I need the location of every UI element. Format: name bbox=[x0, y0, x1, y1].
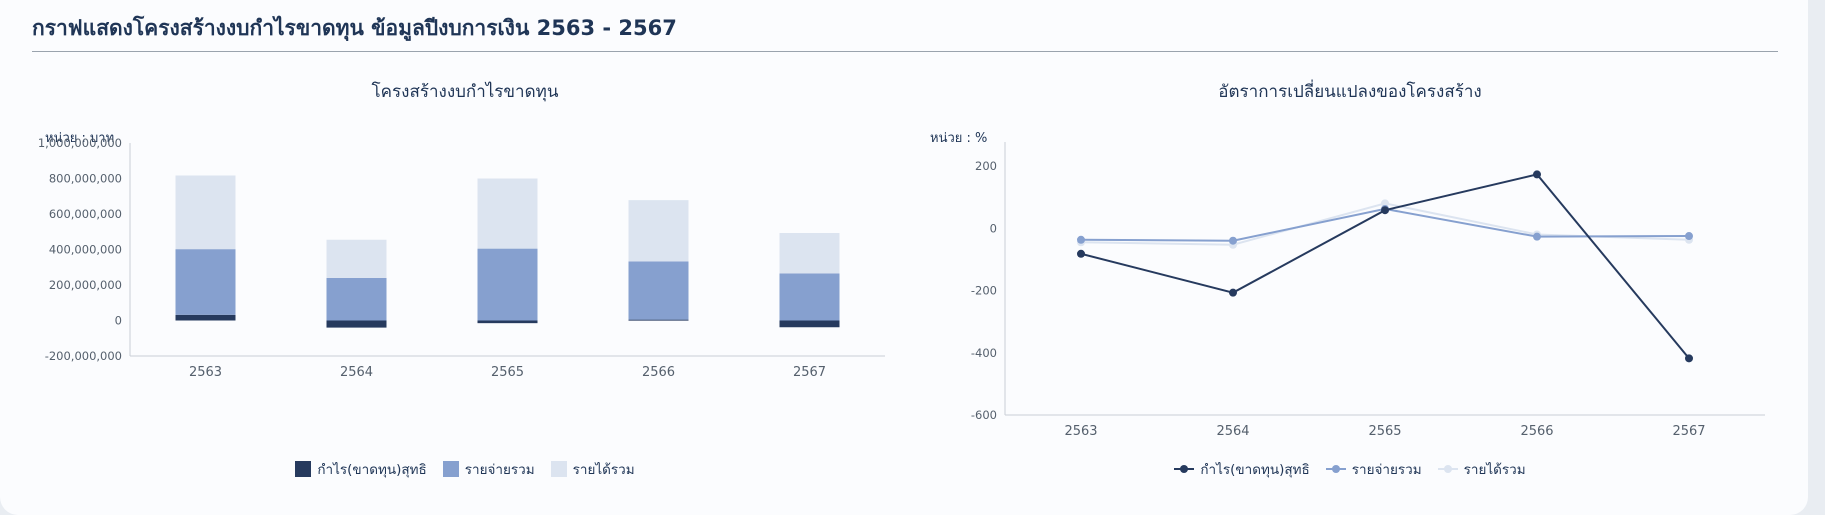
x-tick-label: 2566 bbox=[1520, 424, 1553, 439]
bar-segment bbox=[477, 248, 538, 321]
y-tick-label: 0 bbox=[990, 221, 997, 235]
y-tick-label: -600 bbox=[971, 408, 997, 422]
x-tick-label: 2564 bbox=[340, 365, 373, 380]
legend-line-marker bbox=[1437, 463, 1458, 475]
x-tick-label: 2566 bbox=[642, 365, 675, 380]
y-tick-label: -200,000,000 bbox=[45, 349, 122, 363]
legend-label: รายได้รวม bbox=[1463, 462, 1526, 478]
legend-item[interactable]: กำไร(ขาดทุน)สุทธิ bbox=[295, 458, 427, 480]
x-tick-label: 2563 bbox=[189, 365, 222, 380]
y-tick-label: 600,000,000 bbox=[49, 207, 122, 221]
bar-segment bbox=[628, 261, 689, 320]
data-point bbox=[1381, 206, 1389, 215]
y-tick-label: 200,000,000 bbox=[49, 278, 122, 292]
legend-item[interactable]: รายได้รวม bbox=[550, 458, 635, 480]
chart-legend: กำไร(ขาดทุน)สุทธิ รายจ่ายรวม รายได้รวม bbox=[915, 458, 1785, 480]
data-point bbox=[1533, 232, 1541, 241]
data-point bbox=[1533, 170, 1541, 179]
bar-segment bbox=[477, 178, 538, 249]
page-scrollbar[interactable] bbox=[1808, 0, 1825, 515]
line-chart-plot: -600 -400 -200 0 200 2563 2564 2565 2566 2567 bbox=[971, 142, 1765, 439]
data-point bbox=[1077, 249, 1085, 258]
legend-label: กำไร(ขาดทุน)สุทธิ bbox=[317, 462, 427, 478]
legend-line-marker bbox=[1174, 463, 1195, 475]
legend-swatch bbox=[442, 461, 459, 477]
data-point bbox=[1229, 236, 1237, 245]
bar-segment bbox=[175, 175, 236, 250]
title-divider bbox=[32, 51, 1778, 52]
data-point bbox=[1381, 199, 1389, 208]
legend-item[interactable]: รายจ่ายรวม bbox=[442, 458, 535, 480]
y-tick-label: 1,000,000,000 bbox=[38, 136, 122, 150]
bar-segment bbox=[779, 232, 840, 274]
structure-change-rate-chart: อัตราการเปลี่ยนแปลงของโครงสร้าง หน่วย : … bbox=[915, 70, 1785, 490]
page-title: กราฟแสดงโครงสร้างงบกำไรขาดทุน ข้อมูลปีงบ… bbox=[32, 16, 677, 40]
y-tick-label: -400 bbox=[971, 346, 997, 360]
unit-label: หน่วย : % bbox=[930, 131, 988, 146]
data-point bbox=[1685, 232, 1693, 241]
bar-segment bbox=[628, 200, 689, 262]
x-tick-label: 2564 bbox=[1216, 424, 1249, 439]
y-tick-label: 400,000,000 bbox=[49, 243, 122, 257]
y-tick-label: 0 bbox=[115, 314, 122, 328]
data-point bbox=[1685, 354, 1693, 363]
bar-segment bbox=[175, 314, 236, 321]
bar-segment bbox=[779, 273, 840, 321]
bar-segment bbox=[326, 277, 387, 321]
chart-title: โครงสร้างงบกำไรขาดทุน bbox=[371, 82, 559, 102]
x-tick-label: 2565 bbox=[491, 365, 524, 380]
unit-label: หน่วย : บาท bbox=[45, 131, 115, 146]
legend-label: กำไร(ขาดทุน)สุทธิ bbox=[1200, 462, 1310, 478]
chart-legend: กำไร(ขาดทุน)สุทธิ รายจ่ายรวม รายได้รวม bbox=[30, 458, 900, 480]
bar-segment bbox=[628, 319, 689, 321]
chart-title: อัตราการเปลี่ยนแปลงของโครงสร้าง bbox=[1218, 82, 1482, 102]
legend-item[interactable]: รายจ่ายรวม bbox=[1325, 458, 1422, 480]
legend-label: รายจ่ายรวม bbox=[464, 462, 535, 478]
x-tick-label: 2567 bbox=[793, 365, 826, 380]
legend-label: รายจ่ายรวม bbox=[1351, 462, 1422, 478]
legend-label: รายได้รวม bbox=[572, 462, 635, 478]
bar-chart-plot: -200,000,000 0 200,000,000 400,000,000 600,0… bbox=[38, 136, 885, 380]
y-tick-label: 800,000,000 bbox=[49, 172, 122, 186]
profit-loss-structure-chart: โครงสร้างงบกำไรขาดทุน หน่วย : บาท -200,0… bbox=[30, 70, 900, 490]
bar-segment bbox=[326, 239, 387, 278]
bar-segment bbox=[779, 320, 840, 328]
legend-item[interactable]: รายได้รวม bbox=[1437, 458, 1526, 480]
bar-segment bbox=[175, 249, 236, 315]
x-tick-label: 2567 bbox=[1672, 424, 1705, 439]
x-tick-label: 2565 bbox=[1368, 424, 1401, 439]
y-tick-label: -200 bbox=[971, 284, 997, 298]
y-tick-label: 200 bbox=[975, 159, 997, 173]
legend-line-marker bbox=[1325, 463, 1346, 475]
legend-swatch bbox=[295, 461, 312, 477]
data-point bbox=[1077, 235, 1085, 244]
data-point bbox=[1229, 288, 1237, 297]
bar-segment bbox=[326, 320, 387, 328]
legend-swatch bbox=[550, 461, 567, 477]
bar-segment bbox=[477, 320, 538, 324]
x-tick-label: 2563 bbox=[1064, 424, 1097, 439]
legend-item[interactable]: กำไร(ขาดทุน)สุทธิ bbox=[1174, 458, 1310, 480]
